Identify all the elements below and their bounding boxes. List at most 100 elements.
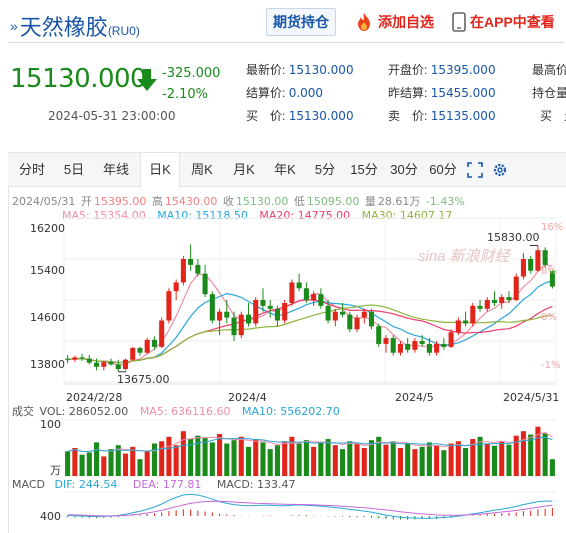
tab-5min[interactable]: 5分	[314, 162, 336, 177]
instrument-code: (RU0)	[107, 24, 140, 38]
volume-bar	[549, 459, 555, 476]
candle-body	[231, 317, 237, 336]
add-favorite-button[interactable]: 添加自选	[354, 12, 434, 32]
tab-monthly-k[interactable]: 月K	[233, 162, 255, 177]
macd-dea: DEA: 177.81	[132, 478, 202, 491]
candle-body	[340, 311, 346, 315]
candle-body	[470, 305, 476, 324]
candle-body	[448, 332, 454, 347]
candle-body	[354, 317, 360, 330]
candle-body	[188, 259, 194, 265]
volume-bar	[303, 440, 309, 476]
volume-bar	[434, 445, 440, 476]
field-high: 最高价	[532, 61, 566, 78]
volume-bar	[274, 445, 280, 476]
tab-weekly-k[interactable]: 周K	[191, 162, 213, 177]
candle-body	[477, 305, 483, 309]
candle-body	[151, 339, 157, 347]
volume-bar	[368, 440, 375, 476]
volume-bar	[217, 434, 223, 476]
volume-bar	[159, 441, 165, 476]
volume-bar	[506, 444, 512, 476]
volume-bar	[419, 446, 425, 476]
candle-body	[455, 320, 461, 333]
volume-bar	[282, 441, 288, 476]
candle-body	[224, 311, 230, 318]
candle-body	[318, 294, 324, 306]
field-label: 买 价:	[246, 109, 286, 123]
volume-bar	[347, 441, 353, 476]
date-axis-label: 2024/2/28	[66, 391, 123, 404]
tab-30min[interactable]: 30分	[390, 162, 418, 177]
tab-intraday[interactable]: 分时	[18, 162, 45, 177]
candle-body	[209, 294, 215, 321]
add-favorite-label: 添加自选	[378, 14, 434, 30]
settings-button[interactable]	[488, 153, 512, 187]
volume-bar	[260, 442, 266, 476]
field-open-interest: 持仓量	[532, 84, 566, 101]
volume-bar	[491, 445, 498, 476]
volume-bar	[325, 439, 331, 476]
last-price: 15130.000	[10, 64, 147, 94]
tab-daily-k[interactable]: 日K	[140, 153, 180, 188]
instrument-title: »天然橡胶(RU0)	[10, 10, 140, 42]
candle-body	[108, 362, 114, 365]
expand-icon	[467, 162, 483, 178]
gear-icon	[493, 163, 507, 177]
macd-info-line: MACD DIF: 244.54 DEA: 177.81 MACD: 133.4…	[12, 478, 298, 491]
field-label: 结算价:	[246, 86, 286, 100]
volume-bar	[383, 444, 389, 476]
volume-ma10: MA10: 556202.70	[242, 405, 340, 418]
tab-yearline[interactable]: 年线	[102, 162, 129, 177]
candle-body	[238, 314, 244, 336]
change-percent: -2.10%	[162, 87, 208, 102]
volume-bar	[79, 454, 85, 476]
ohlc-high-label: 高	[151, 195, 163, 208]
macd-dif-line	[67, 493, 553, 519]
flame-icon	[358, 13, 370, 31]
candle-body	[130, 348, 136, 360]
tab-5day[interactable]: 5日	[63, 162, 85, 177]
candle-body	[137, 348, 143, 353]
ohlc-low-label: 低	[293, 195, 305, 208]
ohlc-low: 15095.00	[306, 195, 360, 208]
volume-bar	[115, 445, 121, 476]
volume-bar	[405, 443, 411, 476]
candle-body	[101, 362, 107, 367]
pct-axis-label: -1%	[541, 360, 561, 371]
volume-value: VOL: 286052.00	[39, 405, 129, 418]
view-in-app-button[interactable]: 在APP中查看	[452, 12, 555, 32]
watermark-logo: sina 新浪财经	[418, 248, 510, 265]
candle-body	[245, 314, 252, 324]
candle-body	[253, 300, 259, 324]
volume-bar	[65, 451, 71, 476]
field-ask: 卖 价: 15135.000	[388, 107, 496, 124]
ohlc-high: 15430.00	[164, 195, 218, 208]
field-value: 0.000	[288, 86, 324, 100]
futures-position-button[interactable]: 期货持仓	[266, 8, 336, 36]
volume-bar	[470, 439, 476, 476]
candle-body	[217, 311, 223, 321]
fullscreen-button[interactable]	[462, 153, 488, 187]
field-label: 最高价	[532, 63, 566, 77]
tab-15min[interactable]: 15分	[350, 162, 378, 177]
pct-axis-label: 0%	[541, 312, 557, 323]
price-axis-label: 16200	[30, 222, 65, 235]
candle-body	[520, 259, 526, 277]
volume-bar	[361, 448, 367, 476]
field-settle: 结算价: 0.000	[246, 84, 323, 101]
volume-bar	[108, 449, 114, 476]
tab-60min[interactable]: 60分	[429, 162, 457, 177]
candle-body	[180, 259, 186, 283]
ohlc-close-label: 收	[222, 195, 234, 208]
header-divider	[8, 42, 564, 43]
ohlc-info-line: 2024/05/31 开 15395.00 高 15430.00 收 15130.00…	[12, 193, 467, 209]
tab-yearly-k[interactable]: 年K	[274, 162, 296, 177]
candle-body	[94, 362, 100, 367]
change-value: -325.000	[162, 66, 221, 81]
candle-body	[72, 357, 78, 360]
ohlc-close: 15130.00	[235, 195, 289, 208]
date-axis-label: 2024/4	[228, 391, 267, 404]
date-axis-label: 2024/5/31	[503, 391, 560, 404]
